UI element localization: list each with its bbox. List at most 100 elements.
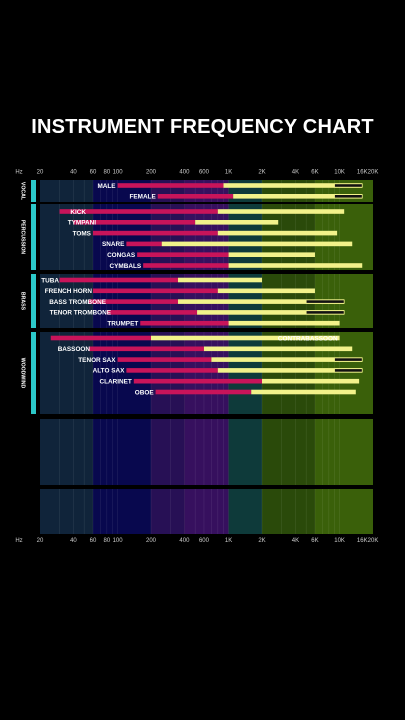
extended-range-bar [334, 357, 363, 362]
frequency-band [314, 489, 373, 534]
frequency-band [184, 332, 229, 414]
instrument-label: OBOE [135, 389, 155, 396]
frequency-band [92, 419, 151, 485]
fundamental-bar [155, 389, 252, 395]
x-tick-label: 20K [368, 538, 379, 544]
overtone-bar [203, 346, 353, 352]
instrument-label: FEMALE [129, 194, 156, 201]
frequency-band [184, 489, 229, 534]
x-tick-label: 20 [37, 170, 44, 176]
x-tick-label: 60 [90, 538, 97, 544]
x-tick-label: 6K [311, 170, 318, 176]
overtone-bar [211, 357, 363, 362]
frequency-band [262, 332, 315, 414]
overtone-bar [195, 220, 279, 225]
frequency-band [228, 204, 262, 270]
fundamental-bar [126, 241, 162, 247]
x-tick-label: 1K [225, 170, 232, 176]
overtone-bar [217, 368, 363, 373]
fundamental-bar [88, 346, 204, 352]
x-tick-label: 80 [103, 538, 110, 544]
x-tick-label: 1K [225, 538, 232, 544]
instrument-label: CYMBALS [110, 263, 142, 270]
overtone-bar [251, 389, 356, 395]
frequency-band [40, 180, 93, 202]
x-tick-label: 600 [199, 170, 210, 176]
frequency-band [92, 204, 151, 270]
instrument-label: TENOR TROMBONE [50, 310, 112, 317]
fundamental-bar [73, 220, 196, 225]
overtone-bar [217, 230, 338, 236]
fundamental-bar [50, 335, 151, 341]
fundamental-bar [157, 194, 234, 199]
overtone-bar [228, 320, 340, 326]
overtone-bar [217, 209, 345, 214]
instrument-label: SNARE [102, 241, 125, 248]
extended-range-bar [334, 183, 363, 188]
instrument-label: TUBA [41, 277, 59, 284]
x-tick-label: 4K [292, 538, 299, 544]
frequency-band [40, 274, 93, 328]
overtone-bar [217, 288, 315, 294]
instrument-label: TENOR SAX [78, 357, 116, 364]
x-tick-label: 20K [368, 170, 379, 176]
extended-range-bar [305, 299, 345, 304]
frequency-band [184, 419, 229, 485]
fundamental-bar [59, 277, 178, 283]
x-tick-label: 10K [334, 538, 345, 544]
fundamental-bar [88, 299, 178, 304]
frequency-band [314, 204, 373, 270]
frequency-band [151, 489, 185, 534]
x-tick-label: 40 [70, 170, 77, 176]
instrument-label: BASSOON [58, 346, 91, 353]
overtone-bar [228, 263, 363, 268]
instrument-label: FRENCH HORN [45, 288, 93, 295]
overtone-bar [228, 252, 315, 257]
extended-range-bar [334, 368, 363, 373]
frequency-band [151, 332, 185, 414]
x-tick-label: 4K [292, 170, 299, 176]
extended-range-bar [305, 310, 345, 315]
frequency-band [40, 419, 93, 485]
group-accent-bar [31, 204, 36, 270]
x-tick-label: 600 [199, 538, 210, 544]
frequency-band [40, 489, 93, 534]
overtone-bar [177, 299, 345, 304]
frequency-band [151, 204, 185, 270]
fundamental-bar [92, 288, 218, 294]
overtone-bar [262, 378, 360, 384]
x-tick-label: 200 [146, 170, 157, 176]
frequency-band [262, 419, 315, 485]
frequency-band [92, 489, 151, 534]
instrument-label: KICK [70, 209, 86, 216]
x-tick-label: 10K [334, 170, 345, 176]
frequency-band [40, 204, 93, 270]
frequency-band [262, 489, 315, 534]
group-accent-bar [31, 274, 36, 328]
frequency-band [184, 204, 229, 270]
group-label: PERCUSSION [20, 220, 26, 255]
extended-range-bar [334, 194, 363, 199]
fundamental-bar [117, 357, 212, 362]
group-accent-bar [31, 180, 36, 202]
chart-title: INSTRUMENT FREQUENCY CHART [31, 116, 374, 138]
overtone-bar [161, 241, 353, 247]
x-tick-label: 100 [113, 170, 124, 176]
x-tick-label: 16K [357, 538, 368, 544]
instrument-label: CONGAS [107, 252, 136, 259]
x-tick-label: 400 [179, 170, 190, 176]
instrument-label: ALTO SAX [93, 368, 125, 375]
frequency-band [228, 419, 262, 485]
fundamental-bar [59, 209, 218, 214]
overtone-bar [151, 335, 340, 341]
instrument-label: CONTRABASSOON [278, 335, 338, 342]
group-label: WOODWIND [20, 358, 26, 389]
x-tick-label: 40 [70, 538, 77, 544]
frequency-band [228, 332, 262, 414]
instrument-label: TYMPANI [68, 220, 97, 227]
overtone-bar [197, 310, 345, 315]
x-tick-label: 2K [258, 538, 265, 544]
frequency-band [228, 489, 262, 534]
fundamental-bar [126, 368, 218, 373]
